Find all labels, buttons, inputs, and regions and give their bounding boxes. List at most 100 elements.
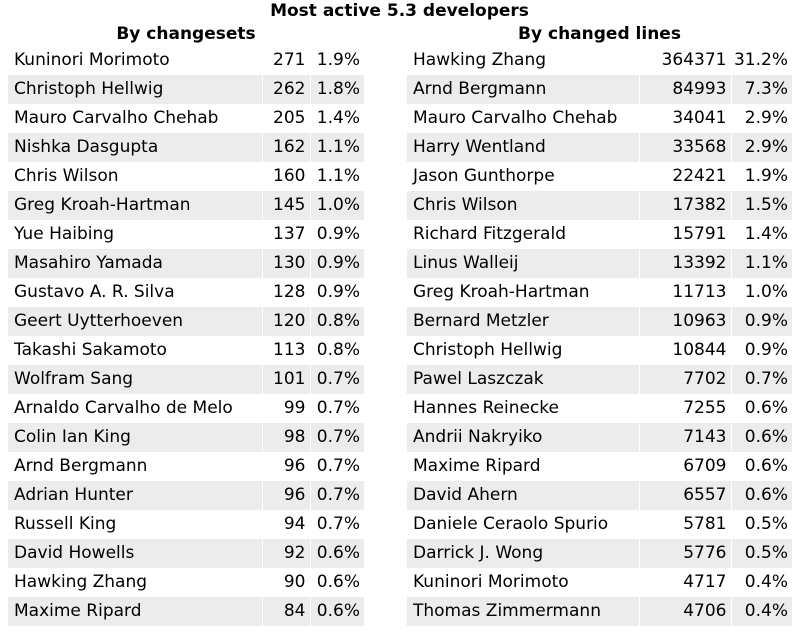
percent-value: 1.9% [730,162,792,191]
developer-name: Daniele Ceraolo Spurio [413,514,609,534]
percent-value: 1.1% [730,249,792,278]
count-value: 33568 [638,133,731,162]
developer-name: Gustavo A. R. Silva [14,282,175,302]
developer-name: Andrii Nakryiko [407,423,639,452]
developer-name: Bernard Metzler [407,307,639,336]
count-value: 96 [261,452,310,481]
developer-name: Maxime Ripard [413,456,541,476]
count-value: 10963 [638,307,731,336]
percent-value: 0.4% [730,597,792,626]
changed-lines-row: Darrick J. Wong 5776 0.5% [407,539,792,568]
percent-value: 0.6% [730,394,792,423]
changed-lines-row: Maxime Ripard 6709 0.6% [407,452,792,481]
percent-value: 0.8% [309,336,364,365]
developer-name: Russell King [14,514,117,534]
developer-name: Chris Wilson [14,166,119,186]
percent-value: 0.7% [309,394,364,423]
percent-value: 0.6% [730,481,792,510]
changesets-row: Maxime Ripard 84 0.6% [8,597,364,626]
percent-value: 1.5% [730,191,792,220]
developer-name: Chris Wilson [407,191,639,220]
developer-name: Linus Walleij [407,249,639,278]
developer-name: Takashi Sakamoto [14,340,167,360]
changed-lines-row: Hawking Zhang 364371 31.2% [407,46,792,75]
count-value: 205 [261,104,310,133]
changesets-row: Colin Ian King 98 0.7% [8,423,364,452]
changed-lines-row: Christoph Hellwig 10844 0.9% [407,336,792,365]
developer-name: Hannes Reinecke [413,398,559,418]
changed-lines-row: Jason Gunthorpe 22421 1.9% [407,162,792,191]
percent-value: 0.7% [730,365,792,394]
count-value: 92 [261,539,310,568]
changed-lines-row: Mauro Carvalho Chehab 34041 2.9% [407,104,792,133]
developer-name: David Ahern [407,481,639,510]
count-value: 113 [261,336,310,365]
count-value: 160 [261,162,310,191]
changesets-row: Russell King 94 0.7% [8,510,364,539]
developer-name: Adrian Hunter [8,481,262,510]
percent-value: 2.9% [730,104,792,133]
count-value: 34041 [638,104,731,133]
percent-value: 1.0% [309,191,364,220]
percent-value: 0.6% [309,568,364,597]
percent-value: 1.8% [309,75,364,104]
percent-value: 0.8% [309,307,364,336]
percent-value: 1.0% [730,278,792,307]
count-value: 7702 [638,365,731,394]
count-value: 7255 [638,394,731,423]
count-value: 98 [261,423,310,452]
changed-lines-row: David Ahern 6557 0.6% [407,481,792,510]
developer-name: Yue Haibing [14,224,115,244]
count-value: 162 [261,133,310,162]
developer-name: Harry Wentland [407,133,639,162]
count-value: 120 [261,307,310,336]
changesets-row: Greg Kroah-Hartman 145 1.0% [8,191,364,220]
developer-name: Mauro Carvalho Chehab [14,108,219,128]
developer-name: Christoph Hellwig [413,340,563,360]
percent-value: 0.5% [730,510,792,539]
percent-value: 0.6% [730,452,792,481]
changed-lines-row: Andrii Nakryiko 7143 0.6% [407,423,792,452]
developer-name: Arnd Bergmann [14,456,148,476]
percent-value: 2.9% [730,133,792,162]
changesets-row: Arnaldo Carvalho de Melo 99 0.7% [8,394,364,423]
changesets-row: Christoph Hellwig 262 1.8% [8,75,364,104]
count-value: 145 [261,191,310,220]
developer-name: Maxime Ripard [8,597,262,626]
percent-value: 7.3% [730,75,792,104]
changesets-row: Adrian Hunter 96 0.7% [8,481,364,510]
changed-lines-row: Arnd Bergmann 84993 7.3% [407,75,792,104]
changesets-heading: By changesets [116,24,256,44]
percent-value: 1.4% [730,220,792,249]
changesets-row: Masahiro Yamada 130 0.9% [8,249,364,278]
percent-value: 0.7% [309,452,364,481]
percent-value: 0.9% [309,249,364,278]
count-value: 90 [261,568,310,597]
count-value: 364371 [638,46,731,75]
changesets-header-row: By changesets [8,22,364,46]
count-value: 7143 [638,423,731,452]
changesets-row: Nishka Dasgupta 162 1.1% [8,133,364,162]
developer-name: Greg Kroah-Hartman [413,282,590,302]
count-value: 5781 [638,510,731,539]
changesets-row: David Howells 92 0.6% [8,539,364,568]
percent-value: 0.9% [730,336,792,365]
developer-name: Kuninori Morimoto [14,50,170,70]
percent-value: 0.7% [309,365,364,394]
changesets-row: Arnd Bergmann 96 0.7% [8,452,364,481]
changesets-row: Takashi Sakamoto 113 0.8% [8,336,364,365]
changed-lines-row: Greg Kroah-Hartman 11713 1.0% [407,278,792,307]
count-value: 13392 [638,249,731,278]
percent-value: 1.1% [309,162,364,191]
count-value: 22421 [638,162,731,191]
percent-value: 0.4% [730,568,792,597]
developer-name: Arnaldo Carvalho de Melo [14,398,233,418]
changed-lines-row: Pawel Laszczak 7702 0.7% [407,365,792,394]
developer-name: Wolfram Sang [8,365,262,394]
changesets-row: Wolfram Sang 101 0.7% [8,365,364,394]
developer-name: Geert Uytterhoeven [8,307,262,336]
count-value: 6557 [638,481,731,510]
changed-lines-row: Harry Wentland 33568 2.9% [407,133,792,162]
changed-lines-row: Hannes Reinecke 7255 0.6% [407,394,792,423]
percent-value: 0.7% [309,481,364,510]
